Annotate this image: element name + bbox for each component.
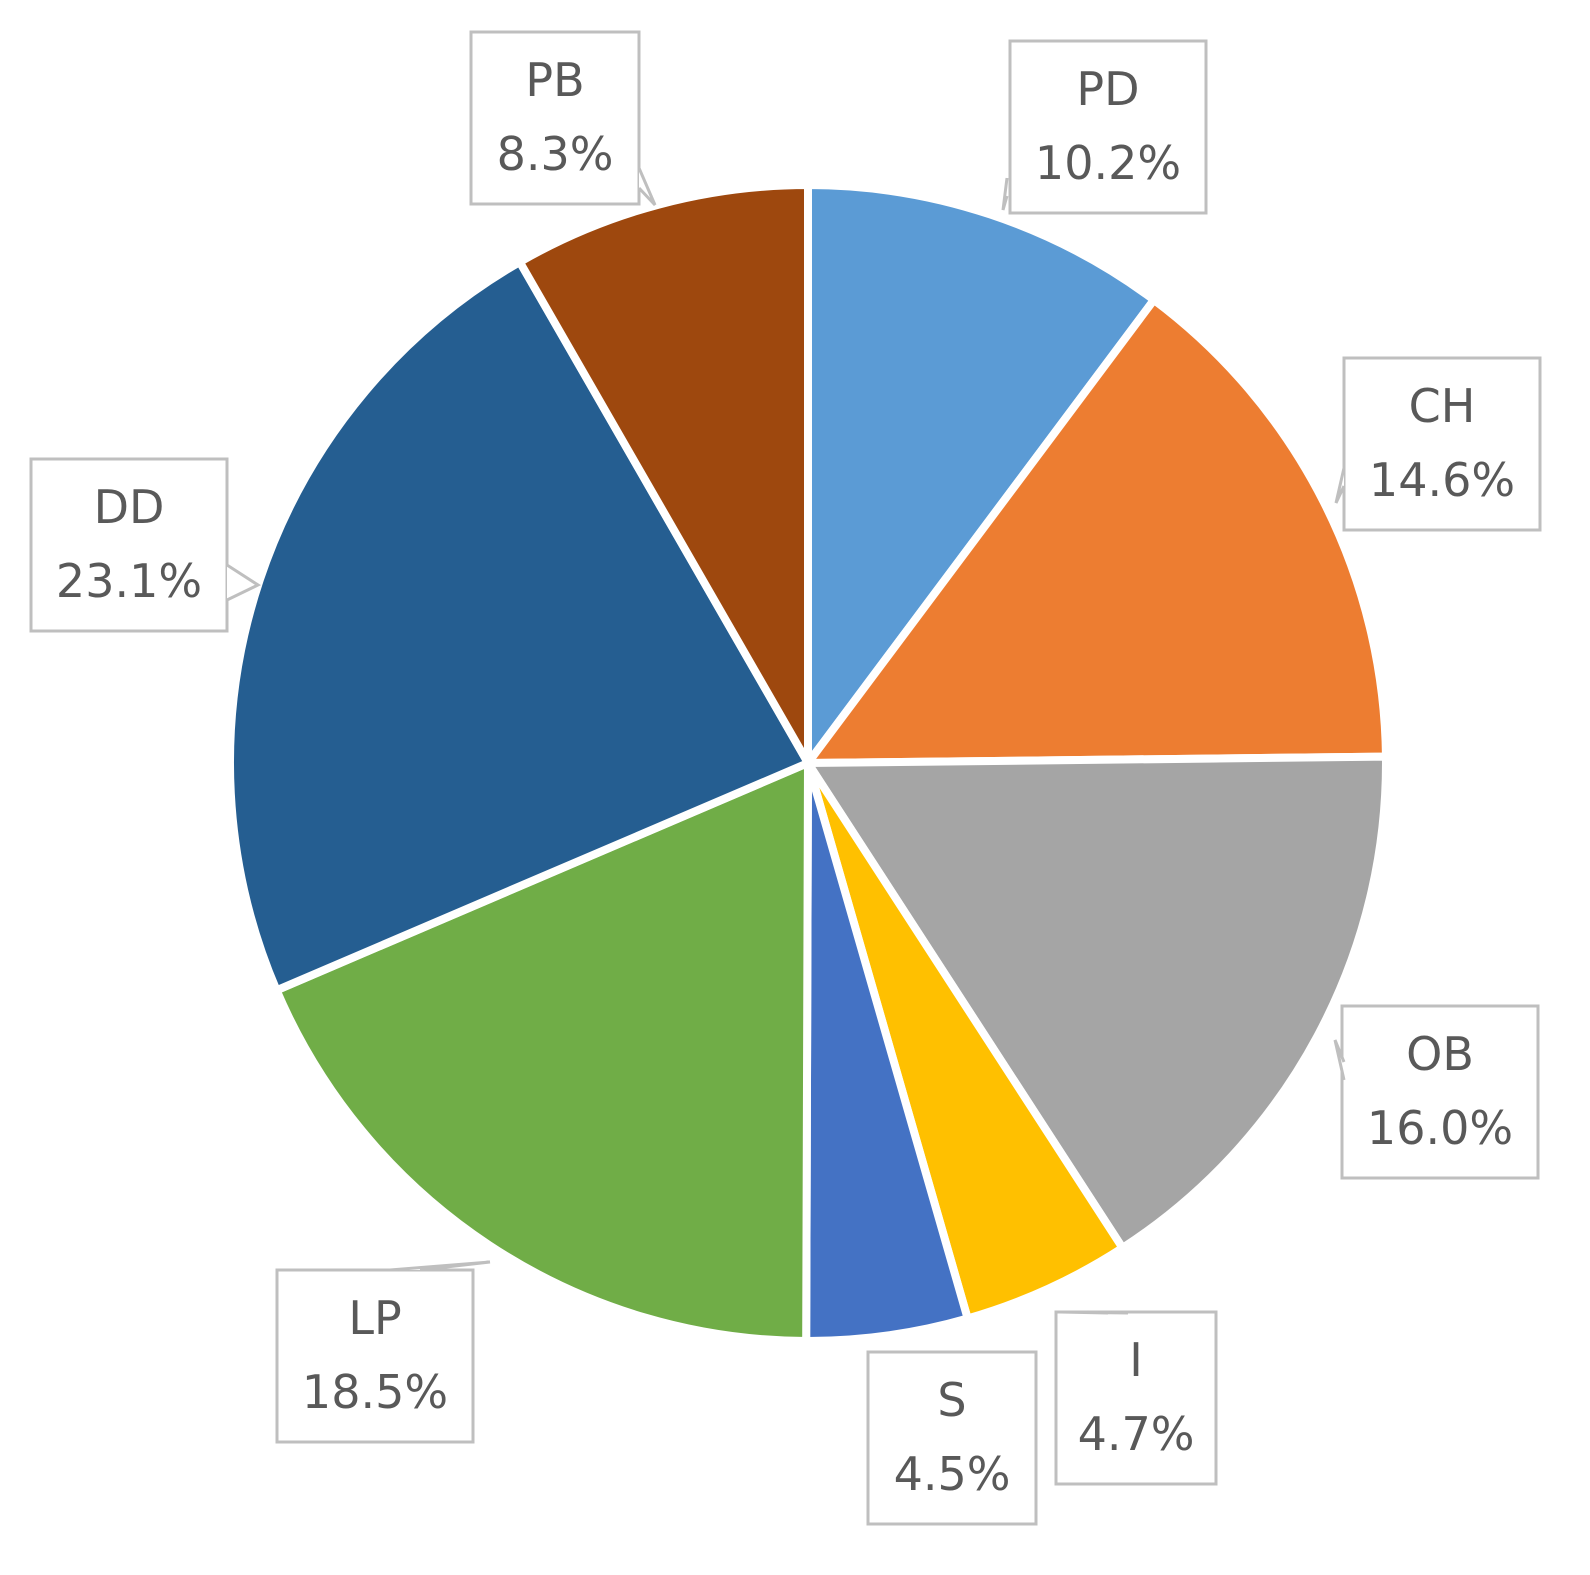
callout-box <box>1054 1310 1218 1486</box>
slice-category-label: DD <box>94 480 165 534</box>
slice-category-label: LP <box>348 1291 401 1345</box>
pie-slice-ob <box>804 752 1390 1252</box>
slice-category-label: S <box>937 1373 966 1427</box>
pie-slice-ch <box>804 295 1390 767</box>
slice-percent-label: 4.7% <box>1078 1407 1195 1461</box>
slice-category-label: OB <box>1406 1027 1474 1081</box>
callout-leader <box>389 1260 491 1272</box>
callout-box <box>29 457 229 633</box>
slice-percent-label: 18.5% <box>302 1365 448 1419</box>
pie-slice-dd <box>226 257 812 995</box>
data-label-callouts: PD 10.2% CH 14.6% OB 16.0% I 4.7% S 4.5% LP 18.5% DD… <box>29 30 1542 1526</box>
callout-box <box>1008 39 1208 215</box>
callout-box <box>866 1350 1038 1526</box>
slice-percent-label: 10.2% <box>1035 136 1181 190</box>
pie-slice-pb <box>515 181 812 767</box>
callout-leader <box>1334 467 1346 504</box>
callout-leader <box>1333 1039 1346 1081</box>
callout-leader <box>1001 177 1009 211</box>
callout-i: I 4.7% <box>1054 1310 1218 1486</box>
pie-slice-lp <box>272 759 812 1345</box>
slice-percent-label: 8.3% <box>497 127 614 181</box>
callout-box <box>1342 356 1542 532</box>
callout-lp: LP 18.5% <box>275 1260 491 1444</box>
pie-slices <box>226 181 1390 1346</box>
callout-ch: CH 14.6% <box>1334 356 1542 532</box>
callout-box <box>275 1268 475 1444</box>
slice-percent-label: 16.0% <box>1367 1101 1513 1155</box>
callout-leader <box>226 563 262 602</box>
callout-ob: OB 16.0% <box>1333 1004 1540 1180</box>
pie-slice-pd <box>804 181 1158 767</box>
callout-s: S 4.5% <box>866 1350 1038 1526</box>
slice-category-label: I <box>1129 1333 1143 1387</box>
callout-pb: PB 8.3% <box>469 30 657 207</box>
slice-category-label: PD <box>1076 62 1139 116</box>
callout-pd: PD 10.2% <box>1001 39 1208 215</box>
slice-percent-label: 14.6% <box>1369 453 1515 507</box>
slice-category-label: PB <box>525 53 584 107</box>
callout-leader <box>637 167 657 207</box>
slice-category-label: CH <box>1409 379 1476 433</box>
callout-box <box>469 30 641 206</box>
callout-leader <box>1059 1310 1129 1315</box>
callout-dd: DD 23.1% <box>29 457 262 633</box>
slice-percent-label: 4.5% <box>894 1447 1011 1501</box>
callout-box <box>1340 1004 1540 1180</box>
slice-percent-label: 23.1% <box>56 554 202 608</box>
